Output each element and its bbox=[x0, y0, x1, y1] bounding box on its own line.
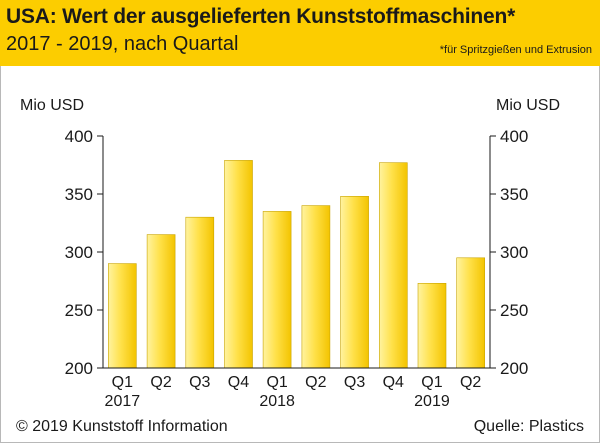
x-tick-label: Q2 bbox=[460, 374, 481, 391]
year-label-2018: 2018 bbox=[259, 393, 295, 410]
x-tick-label: Q1 bbox=[112, 374, 133, 391]
year-label-2017: 2017 bbox=[105, 393, 141, 410]
y-tick-label-left: 300 bbox=[65, 243, 93, 262]
bar-7 bbox=[340, 196, 369, 369]
x-tick-label: Q2 bbox=[305, 374, 326, 391]
x-tick-label: Q1 bbox=[266, 374, 287, 391]
chart-title: USA: Wert der ausgelieferten Kunststoffm… bbox=[6, 5, 516, 28]
y-tick-label-right: 300 bbox=[500, 243, 528, 262]
chart-footnote: *für Spritzgießen und Extrusion bbox=[439, 44, 592, 56]
y-tick-label-left: 350 bbox=[65, 185, 93, 204]
bar-8 bbox=[378, 162, 408, 369]
y-tick-label-right: 250 bbox=[500, 301, 528, 320]
y-tick-label-left: 250 bbox=[65, 301, 93, 320]
x-tick-label: Q1 bbox=[421, 374, 442, 391]
bar-9 bbox=[417, 282, 447, 369]
x-tick-label: Q4 bbox=[383, 374, 404, 391]
y-tick-label-right: 200 bbox=[500, 359, 528, 378]
bar-6 bbox=[301, 205, 331, 369]
x-tick-label: Q4 bbox=[228, 374, 249, 391]
right-axis-unit: Mio USD bbox=[496, 97, 561, 114]
source-note: Quelle: Plastics bbox=[473, 418, 584, 435]
copyright-note: © 2019 Kunststoff Information bbox=[16, 418, 228, 435]
bar-2 bbox=[146, 234, 176, 369]
x-tick-label: Q3 bbox=[189, 374, 210, 391]
left-axis-unit: Mio USD bbox=[20, 97, 85, 114]
y-tick-label-right: 400 bbox=[500, 127, 528, 146]
x-tick-label: Q2 bbox=[150, 374, 171, 391]
bar-1 bbox=[108, 263, 137, 369]
y-tick-label-left: 200 bbox=[65, 359, 93, 378]
y-tick-label-left: 400 bbox=[65, 127, 93, 146]
chart-subtitle: 2017 - 2019, nach Quartal bbox=[6, 33, 239, 55]
y-tick-label-right: 350 bbox=[500, 185, 528, 204]
x-tick-label: Q3 bbox=[344, 374, 365, 391]
bar-10 bbox=[456, 257, 486, 369]
bar-4 bbox=[224, 160, 253, 369]
bar-3 bbox=[185, 216, 215, 369]
bar-5 bbox=[262, 211, 292, 369]
chart-header: USA: Wert der ausgelieferten Kunststoffm… bbox=[0, 0, 600, 66]
year-label-2019: 2019 bbox=[414, 393, 450, 410]
